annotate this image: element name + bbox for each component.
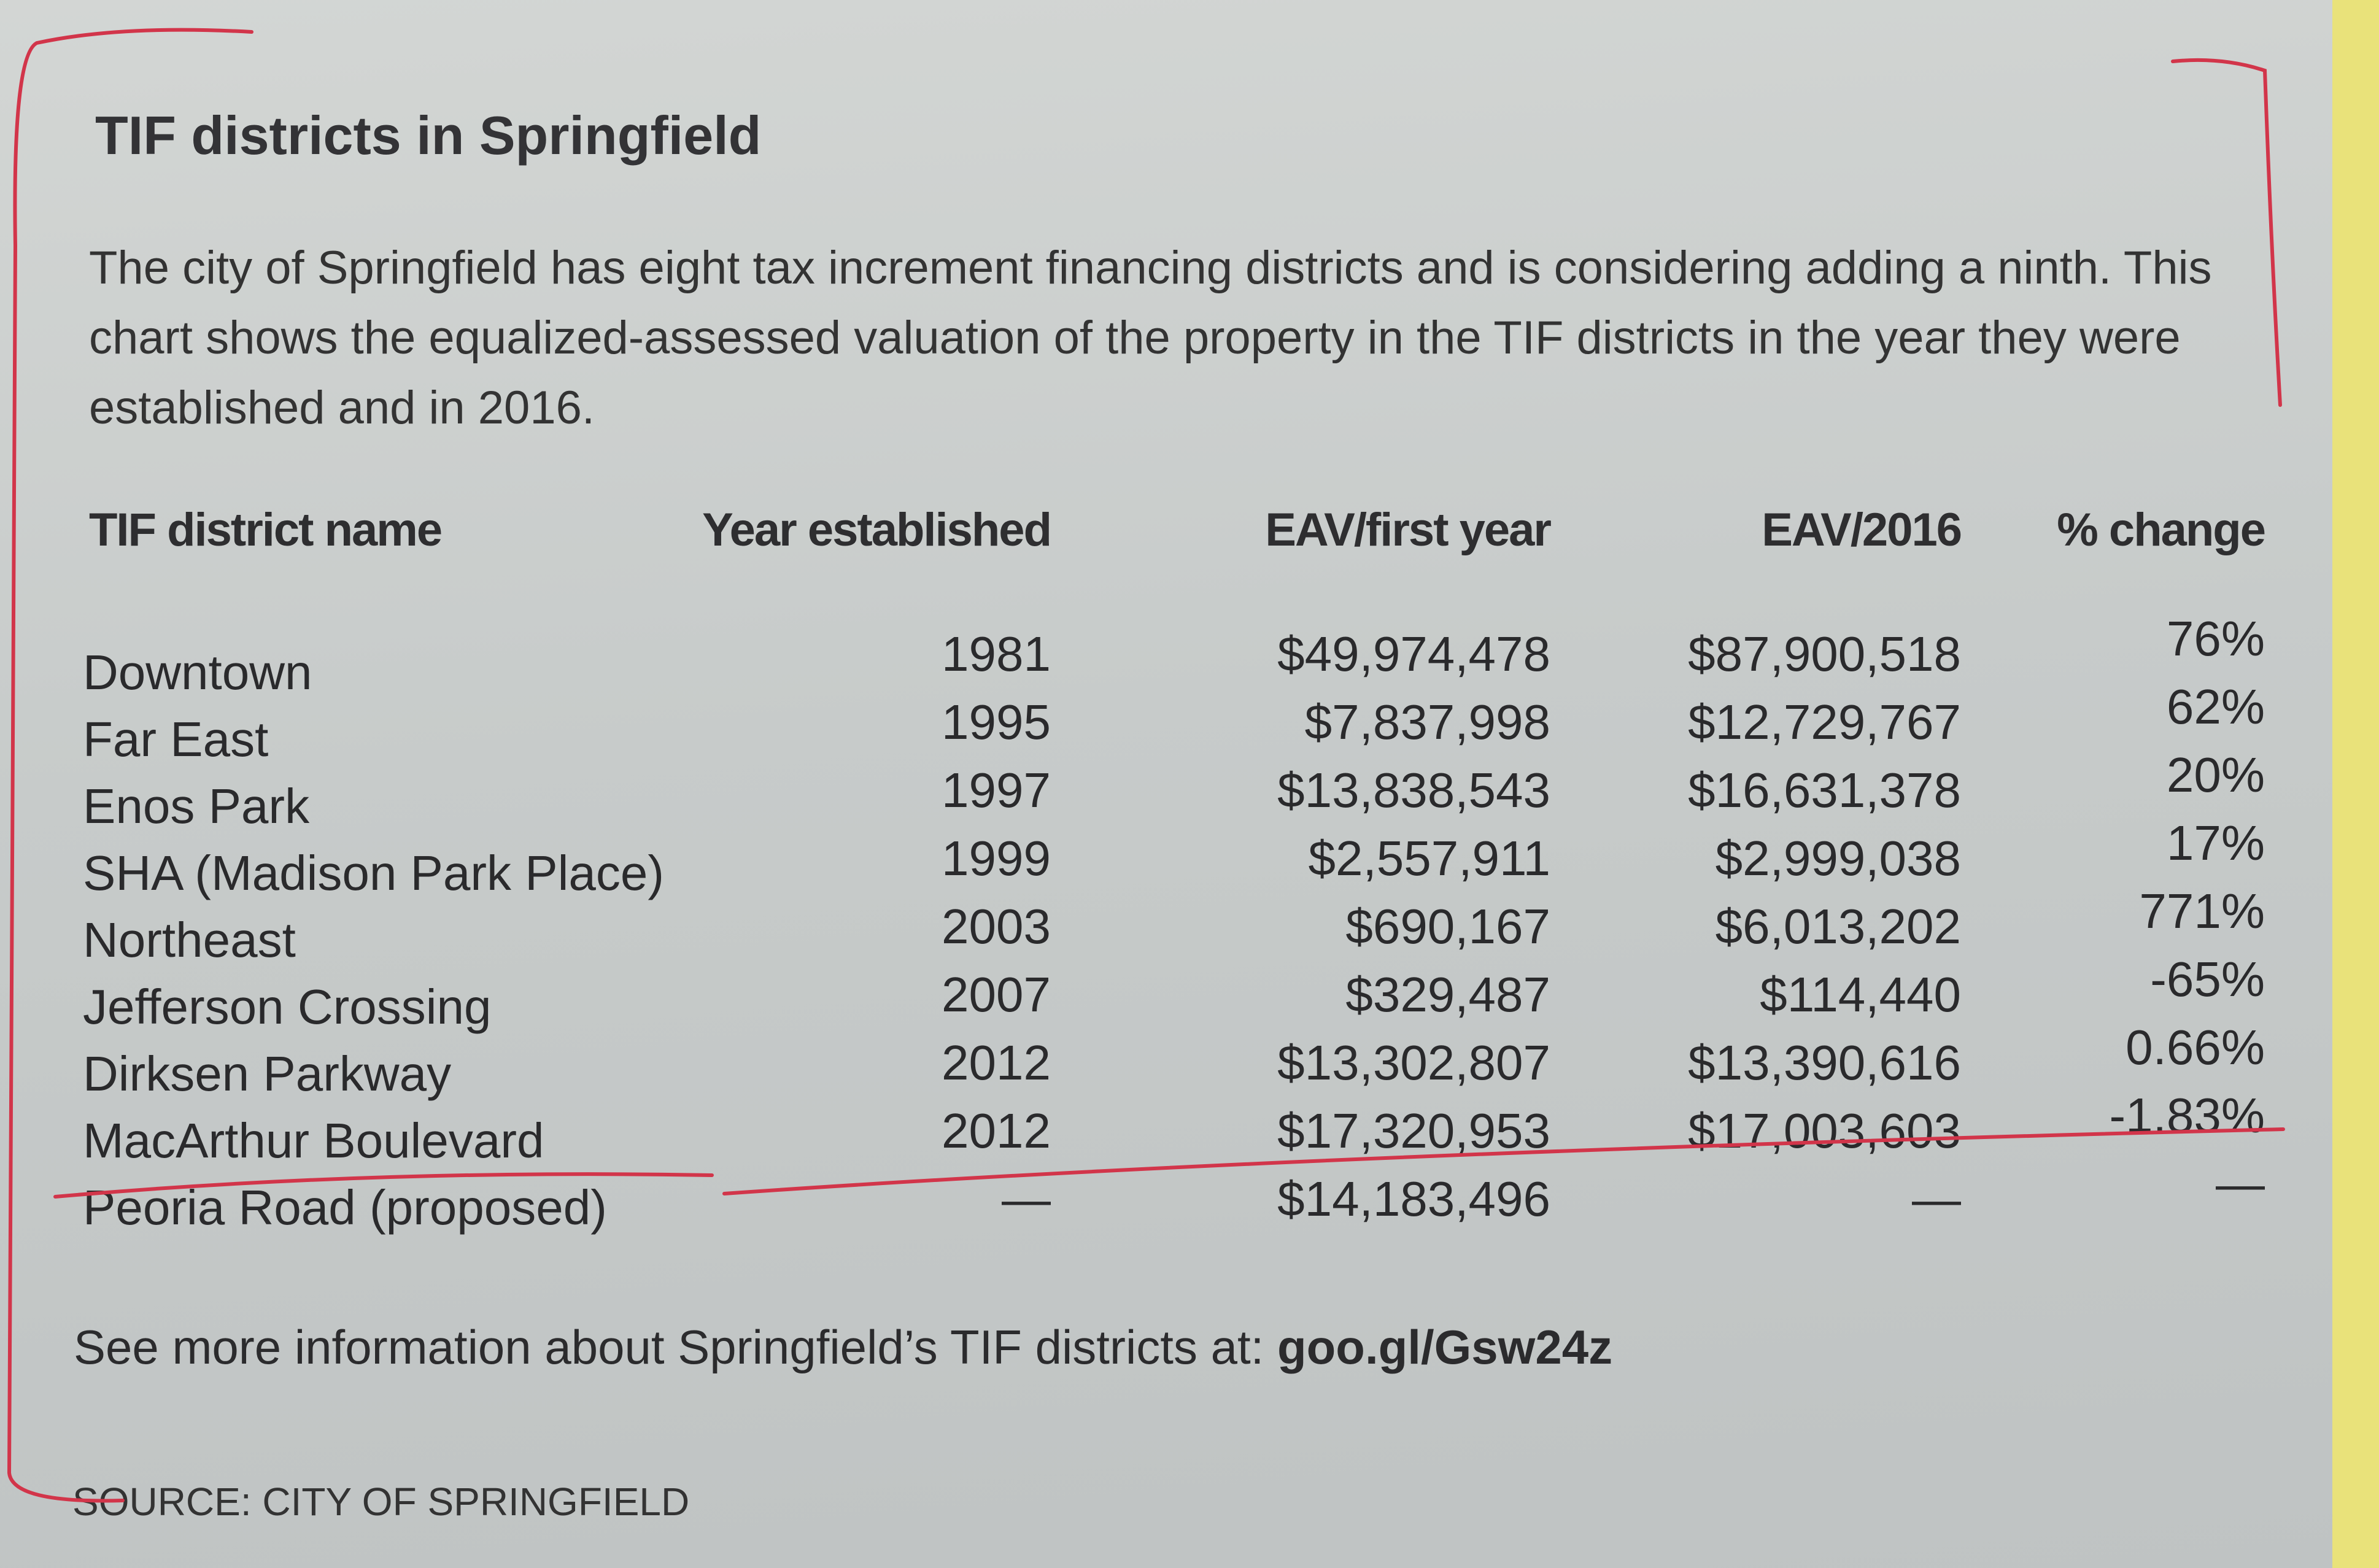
district-name: Jefferson Crossing [83, 979, 492, 1034]
pen-line [722, 1127, 2285, 1195]
percent-change: 62% [2166, 679, 2265, 734]
eav-2016: $87,900,518 [1688, 627, 1961, 681]
pen-underline [53, 1172, 714, 1199]
year: 1995 [942, 695, 1051, 749]
header-name: TIF district name [89, 504, 443, 556]
year: 1999 [942, 831, 1051, 886]
eav-2016: $6,013,202 [1715, 899, 1961, 954]
year: 2012 [942, 1103, 1051, 1158]
header-eav-first: EAV/first year [1265, 504, 1552, 556]
district-name: Enos Park [83, 779, 310, 833]
year: — [1002, 1172, 1051, 1226]
district-name: Dirksen Parkway [83, 1046, 452, 1101]
eav-first-year: $13,838,543 [1277, 763, 1550, 817]
percent-change: -65% [2150, 952, 2265, 1006]
eav-first-year: $17,320,953 [1277, 1103, 1550, 1158]
district-name: SHA (Madison Park Place) [83, 846, 665, 900]
percent-change: — [2216, 1156, 2265, 1211]
district-name: Northeast [83, 913, 296, 967]
link[interactable]: goo.gl/Gsw24z [1277, 1320, 1613, 1374]
description: The city of Springfield has eight tax in… [89, 242, 2212, 434]
percent-change: 0.66% [2126, 1020, 2265, 1075]
note-text: See more information about Springfield’s… [74, 1320, 1264, 1374]
percent-change: 771% [2139, 884, 2265, 938]
eav-2016: $12,729,767 [1688, 695, 1961, 749]
eav-2016: $17,003,603 [1688, 1103, 1961, 1158]
background-strip [2332, 0, 2379, 1568]
eav-first-year: $49,974,478 [1277, 627, 1550, 681]
percent-change: 17% [2166, 816, 2265, 870]
district-name: Far East [83, 712, 269, 767]
year: 2012 [942, 1035, 1051, 1090]
title: TIF districts in Springfield [95, 105, 762, 166]
year: 1981 [942, 627, 1051, 681]
district-name: Downtown [83, 645, 312, 700]
eav-2016: — [1912, 1172, 1961, 1226]
year: 2003 [942, 899, 1051, 954]
footer-note: See more information about Springfield’s… [74, 1319, 1612, 1375]
year: 1997 [942, 763, 1051, 817]
eav-first-year: $7,837,998 [1304, 695, 1550, 749]
source: SOURCE: CITY OF SPRINGFIELD [72, 1480, 690, 1524]
district-name: MacArthur Boulevard [83, 1113, 544, 1168]
eav-first-year: $690,167 [1345, 899, 1550, 954]
eav-first-year: $2,557,911 [1308, 831, 1550, 886]
pen-bracket-right [2171, 58, 2282, 407]
percent-change: 20% [2166, 747, 2265, 802]
eav-first-year: $329,487 [1345, 967, 1550, 1022]
eav-2016: $13,390,616 [1688, 1035, 1961, 1090]
year: 2007 [942, 967, 1051, 1022]
eav-2016: $2,999,038 [1715, 831, 1961, 886]
eav-first-year: $14,183,496 [1277, 1172, 1550, 1226]
header-year: Year established [702, 504, 1052, 556]
eav-2016: $114,440 [1760, 967, 1961, 1022]
pen-bracket-left [7, 28, 253, 1503]
header-eav-2016: EAV/2016 [1762, 504, 1962, 556]
header-change: % change [2057, 504, 2266, 556]
eav-2016: $16,631,378 [1688, 763, 1961, 817]
eav-first-year: $13,302,807 [1277, 1035, 1550, 1090]
percent-change: 76% [2166, 611, 2265, 666]
